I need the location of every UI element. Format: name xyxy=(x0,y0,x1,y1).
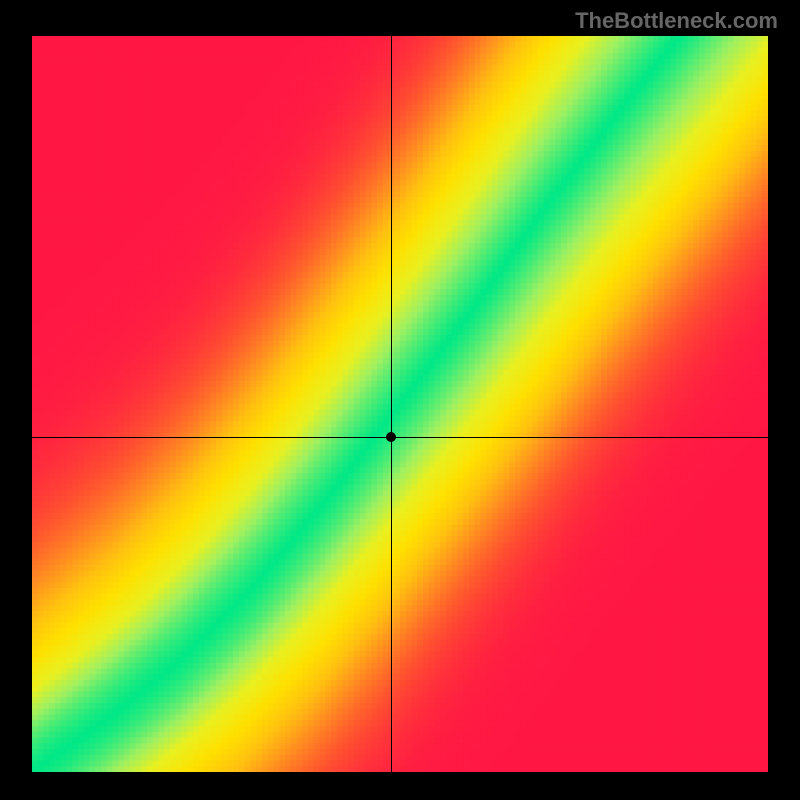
heatmap-plot-area xyxy=(32,36,768,772)
heatmap-canvas xyxy=(32,36,768,772)
figure-root: TheBottleneck.com xyxy=(0,0,800,800)
crosshair-vertical xyxy=(391,36,392,772)
crosshair-horizontal xyxy=(32,437,768,438)
watermark-text: TheBottleneck.com xyxy=(575,8,778,34)
